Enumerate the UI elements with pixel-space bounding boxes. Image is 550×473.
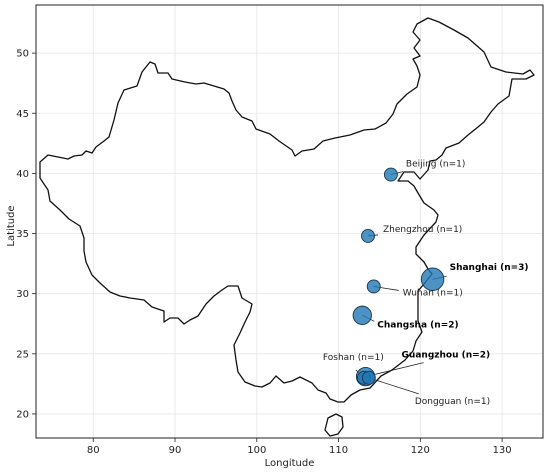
y-tick-label: 20	[16, 409, 29, 420]
city-labels: Beijing (n=1) Zhengzhou (n=1) Shanghai (n=…	[323, 160, 529, 407]
city-label: Foshan (n=1)	[323, 353, 384, 363]
city-bubble	[420, 267, 445, 291]
city-bubbles	[352, 167, 445, 387]
city-label: Beijing (n=1)	[406, 160, 465, 170]
city-label: Wuhan (n=1)	[403, 288, 463, 298]
hainan-island	[324, 413, 344, 437]
label-leader-line	[365, 362, 424, 378]
axes-frame	[35, 4, 544, 439]
x-axis-ticks: 80 90 100 110 120 130	[87, 438, 512, 456]
x-tick-label: 130	[493, 445, 512, 456]
city-bubble	[361, 370, 376, 385]
mainland-boundary	[39, 17, 535, 403]
y-axis-label: Latitude	[6, 205, 17, 246]
y-axis-ticks: 20 25 30 35 40 45 50	[16, 49, 36, 420]
city-label: Guangzhou (n=2)	[402, 351, 491, 361]
x-tick-label: 110	[329, 445, 348, 456]
y-tick-label: 45	[16, 109, 29, 120]
y-tick-label: 40	[16, 169, 29, 180]
x-tick-label: 100	[247, 445, 266, 456]
x-axis-label: Longitude	[265, 458, 315, 469]
y-tick-label: 50	[16, 49, 29, 60]
city-bubble	[366, 279, 381, 294]
y-tick-label: 25	[16, 349, 29, 360]
city-label: Dongguan (n=1)	[415, 397, 490, 407]
city-label: Zhengzhou (n=1)	[383, 225, 462, 235]
x-tick-label: 120	[411, 445, 430, 456]
china-boundary-outline	[39, 17, 535, 437]
city-bubble	[352, 305, 372, 325]
y-tick-label: 35	[16, 229, 29, 240]
x-tick-label: 90	[169, 445, 182, 456]
city-bubble	[383, 167, 398, 182]
y-tick-label: 30	[16, 289, 29, 300]
city-label: Changsha (n=2)	[377, 320, 458, 330]
x-tick-label: 80	[87, 445, 100, 456]
city-label: Shanghai (n=3)	[450, 263, 529, 273]
city-bubble	[361, 228, 375, 243]
label-leader-line	[368, 377, 419, 395]
gridlines	[36, 5, 543, 438]
